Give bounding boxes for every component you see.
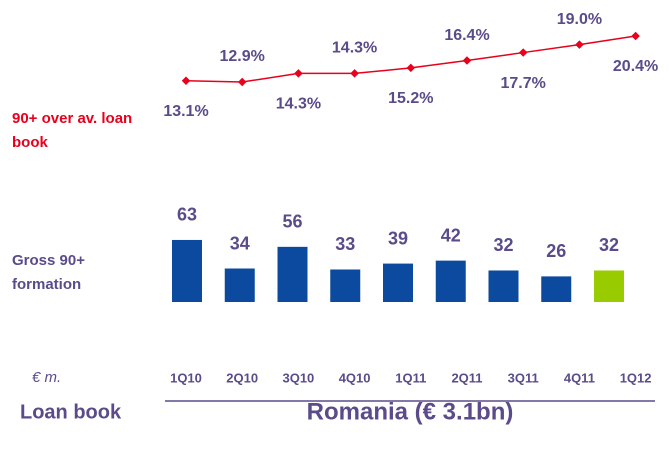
bar [277,246,308,302]
footer-left: Loan book [20,401,122,423]
value-label: 15.2% [388,90,433,107]
x-tick-label: 4Q11 [564,370,595,385]
value-label: 17.7% [501,75,546,92]
value-label: 16.4% [444,27,489,44]
point [237,77,247,87]
bar [383,263,413,302]
bar [435,260,466,302]
x-tick-label: 1Q11 [395,370,426,385]
bar [541,276,572,302]
value-label: 42 [441,225,461,245]
value-label: 63 [177,205,197,225]
point [181,76,191,86]
value-label: 39 [388,228,408,248]
value-label: 12.9% [220,48,265,65]
x-tick-label: 2Q10 [226,370,258,385]
value-label: 26 [546,241,566,261]
bar [594,270,624,302]
value-label: 13.1% [163,103,208,120]
bar [330,269,361,302]
bar-label: Gross 90+ formation [12,252,85,293]
bar [488,270,519,302]
bar [224,268,255,302]
point [406,63,416,73]
x-tick-label: 3Q10 [282,370,314,385]
unit-label: € m. [32,369,61,386]
value-label: 32 [493,235,513,255]
footer-title: Romania (€ 3.1bn) [307,398,514,425]
bar [172,239,202,302]
value-label: 19.0% [557,11,602,28]
x-tick-label: 1Q12 [620,370,652,385]
x-tick-label: 4Q10 [339,370,371,385]
value-label: 34 [230,233,250,253]
point [294,69,303,78]
point [575,40,584,49]
x-tick-label: 3Q11 [508,370,539,385]
value-label: 56 [282,212,302,232]
x-tick-label: 1Q10 [170,370,202,385]
value-label: 14.3% [332,40,377,57]
value-label: 33 [335,234,355,254]
value-label: 20.4% [613,58,658,75]
point [518,48,528,57]
value-label: 14.3% [276,96,321,113]
point [631,31,640,41]
value-label: 32 [599,235,619,255]
point [462,56,472,65]
point [350,69,359,78]
x-tick-label: 2Q11 [451,370,482,385]
line-label: 90+ over av. loan book [12,110,133,151]
